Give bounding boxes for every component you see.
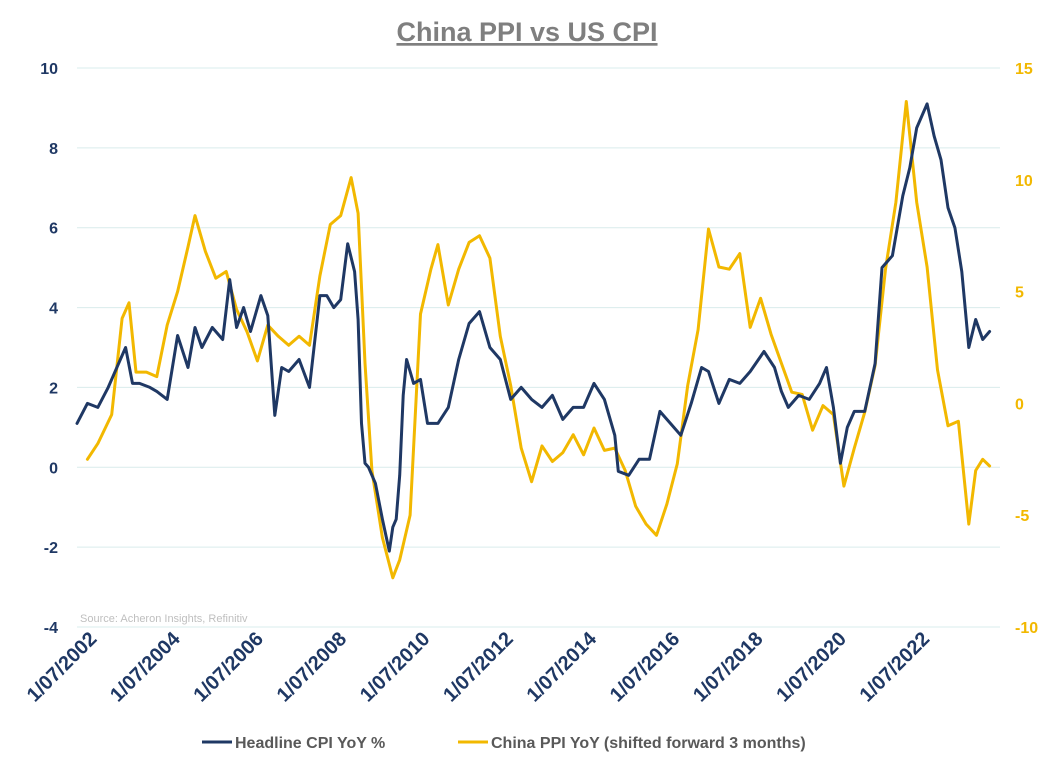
left-y-tick-label: -2 <box>44 540 58 557</box>
x-axis: 1/07/2002 1/07/2004 1/07/2006 1/07/2008 1/07… <box>23 627 934 706</box>
right-y-tick-label: 10 <box>1015 173 1033 190</box>
left-y-tick-label: -4 <box>44 620 58 637</box>
x-tick-label: 1/07/2004 <box>106 627 185 706</box>
right-y-tick-label: 15 <box>1015 61 1033 78</box>
x-tick-label: 1/07/2022 <box>856 628 934 706</box>
right-y-tick-label: 5 <box>1015 285 1024 302</box>
left-y-axis: -4 -2 0 2 4 6 8 10 <box>40 61 58 637</box>
legend-item-cpi-label: Headline CPI YoY % <box>235 735 385 752</box>
right-y-axis: -10 -5 0 5 10 15 <box>1015 61 1038 637</box>
left-y-tick-label: 2 <box>49 380 58 397</box>
x-tick-label: 1/07/2006 <box>189 628 267 706</box>
x-tick-label: 1/07/2020 <box>772 628 850 706</box>
x-tick-label: 1/07/2012 <box>439 628 517 706</box>
series-line-ppi <box>85 100 992 580</box>
x-tick-label: 1/07/2008 <box>273 628 351 706</box>
right-y-tick-label: 0 <box>1015 396 1024 413</box>
left-y-tick-label: 0 <box>49 460 58 477</box>
series-line-cpi <box>75 102 992 553</box>
series-layer <box>75 100 992 580</box>
right-y-tick-label: -5 <box>1015 508 1029 525</box>
x-tick-label: 1/07/2014 <box>523 627 602 706</box>
left-y-tick-label: 10 <box>40 61 58 78</box>
legend-item-ppi-label: China PPI YoY (shifted forward 3 months) <box>491 735 806 752</box>
legend: Headline CPI YoY % China PPI YoY (shifted… <box>202 735 806 752</box>
x-tick-label: 1/07/2010 <box>356 628 434 706</box>
source-note: Source: Acheron Insights, Refinitiv <box>80 613 248 625</box>
x-tick-label: 1/07/2018 <box>689 628 767 706</box>
left-y-tick-label: 4 <box>49 301 58 318</box>
right-y-tick-label: -10 <box>1015 620 1038 637</box>
gridlines <box>77 67 1000 628</box>
left-y-tick-label: 6 <box>49 221 58 238</box>
chart-title: China PPI vs US CPI <box>396 17 657 47</box>
x-tick-label: 1/07/2002 <box>23 628 101 706</box>
left-y-tick-label: 8 <box>49 141 58 158</box>
x-tick-label: 1/07/2016 <box>606 628 684 706</box>
